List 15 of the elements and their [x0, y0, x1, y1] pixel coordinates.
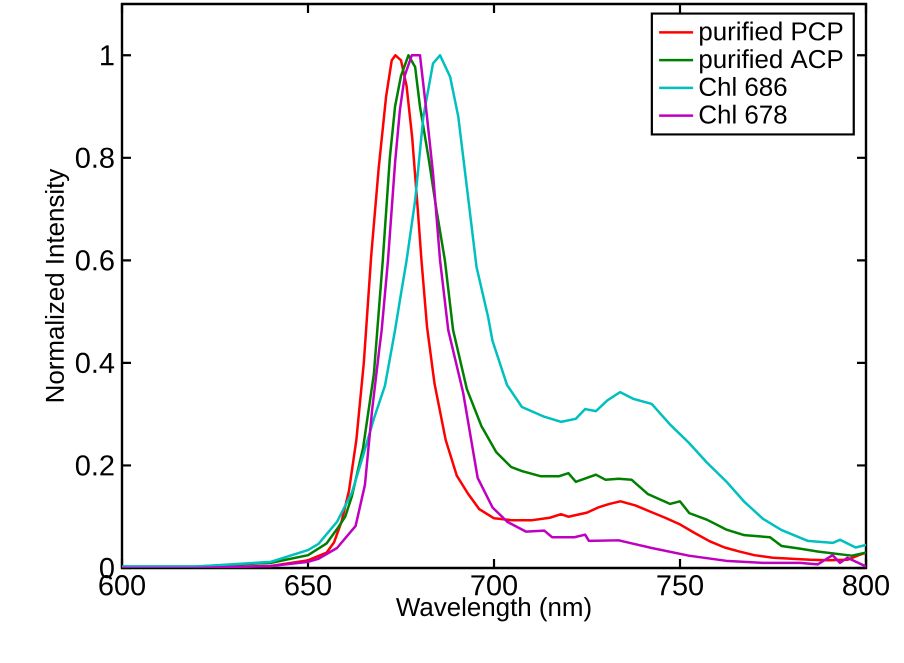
y-tick-label: 0.6 — [76, 250, 114, 271]
y-tick-label: 0.2 — [76, 455, 114, 476]
y-axis-title: Normalized Intensity — [44, 168, 70, 402]
x-axis-title: Wavelength (nm) — [396, 597, 590, 622]
x-tick-label: 650 — [285, 575, 331, 596]
y-tick-label: 0.4 — [76, 352, 114, 374]
x-tick-label: 800 — [843, 575, 889, 596]
legend-label: Chl 686 — [700, 76, 786, 96]
x-tick-label: 700 — [471, 575, 517, 596]
legend-label: purified ACP — [700, 49, 842, 74]
x-tick-label: 750 — [657, 575, 703, 596]
legend-label: Chl 678 — [700, 104, 786, 124]
legend-label: purified PCP — [700, 22, 842, 46]
y-tick-label: 1 — [101, 45, 114, 66]
y-tick-label: 0.8 — [76, 148, 114, 168]
